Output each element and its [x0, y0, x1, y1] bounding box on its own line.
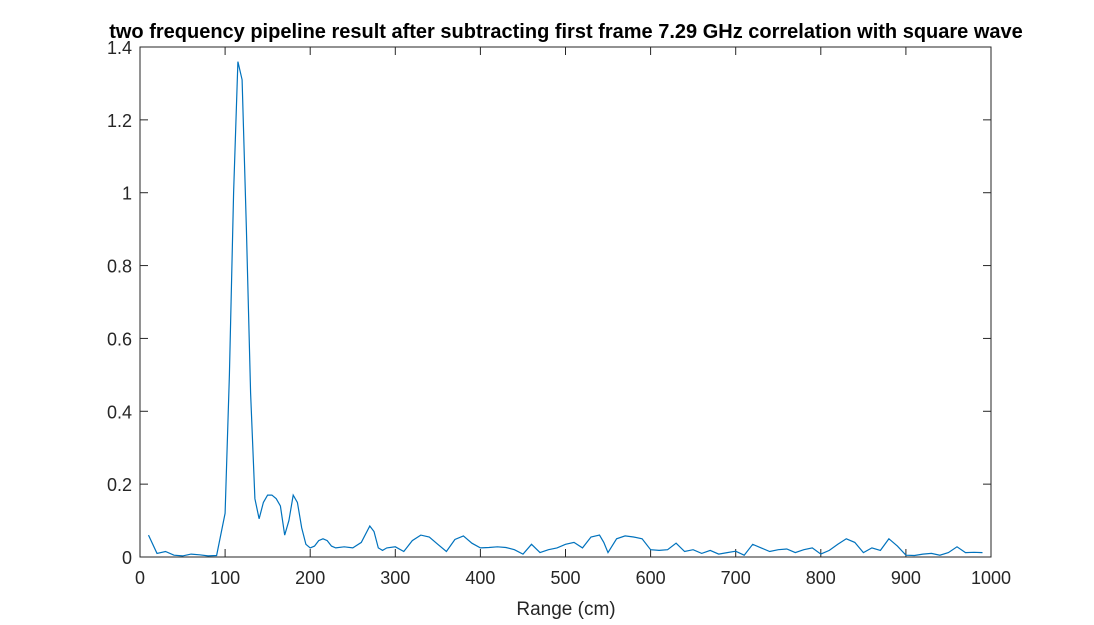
- y-tick-label: 0: [122, 548, 132, 568]
- x-tick-label: 900: [891, 568, 921, 588]
- tick-labels: 0 100 200 300 400 500 600 700 800 900 1000 0 0.2 0.4 0…: [107, 38, 1011, 588]
- y-tick-label: 0.2: [107, 475, 132, 495]
- axis-ticks: [139, 46, 992, 558]
- plot-area: [139, 46, 992, 558]
- x-tick-label: 800: [806, 568, 836, 588]
- x-tick-label: 500: [550, 568, 580, 588]
- x-tick-label: 200: [295, 568, 325, 588]
- y-tick-label: 1: [122, 184, 132, 204]
- chart-title: two frequency pipeline result after subt…: [109, 21, 1023, 43]
- x-tick-label: 400: [465, 568, 495, 588]
- x-tick-label: 100: [210, 568, 240, 588]
- x-tick-label: 600: [636, 568, 666, 588]
- x-tick-label: 300: [380, 568, 410, 588]
- y-tick-label: 0.8: [107, 257, 132, 277]
- x-tick-label: 0: [135, 568, 145, 588]
- y-tick-label: 0.6: [107, 329, 132, 349]
- y-tick-label: 0.4: [107, 402, 132, 422]
- x-axis-label: Range (cm): [516, 599, 615, 620]
- y-tick-label: 1.2: [107, 111, 132, 131]
- series-line: [147, 61, 983, 557]
- x-tick-label: 700: [721, 568, 751, 588]
- x-tick-label: 1000: [971, 568, 1011, 588]
- y-tick-label: 1.4: [107, 38, 132, 58]
